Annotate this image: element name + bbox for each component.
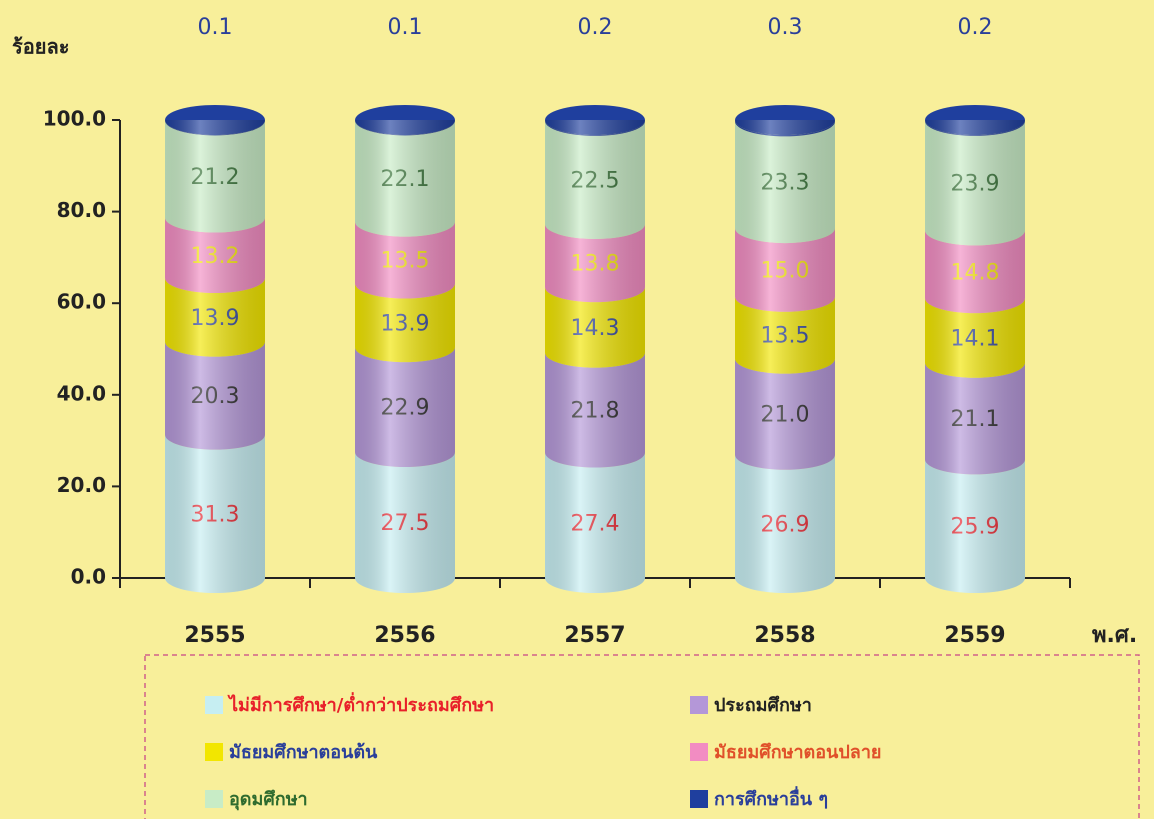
y-tick-label: 0.0 <box>71 565 106 589</box>
legend-label: มัธยมศึกษาตอนปลาย <box>714 742 881 763</box>
x-axis-label: พ.ศ. <box>1092 623 1137 648</box>
data-label: 0.3 <box>768 15 803 40</box>
legend-label: การศึกษาอื่น ๆ <box>714 786 828 810</box>
legend-swatch <box>205 696 223 714</box>
legend-swatch <box>690 790 708 808</box>
data-label: 0.2 <box>958 15 993 40</box>
x-tick-label: 2558 <box>754 623 815 648</box>
legend-label: อุดมศึกษา <box>229 789 308 811</box>
legend-swatch <box>690 696 708 714</box>
x-tick-label: 2555 <box>184 623 245 648</box>
x-tick-label: 2556 <box>374 623 435 648</box>
data-label: 0.1 <box>198 15 233 40</box>
cylinder-shade <box>925 120 1025 593</box>
y-tick-label: 20.0 <box>57 473 106 497</box>
y-axis-label: ร้อยละ <box>12 35 69 59</box>
cylinder-shade <box>355 120 455 593</box>
legend-swatch <box>690 743 708 761</box>
legend-label: ประถมศึกษา <box>714 695 812 716</box>
data-label: 0.1 <box>388 15 423 40</box>
data-label: 0.2 <box>578 15 613 40</box>
x-tick-label: 2559 <box>944 623 1005 648</box>
cylinder-shade <box>735 120 835 593</box>
y-tick-label: 100.0 <box>43 107 106 131</box>
cylinder-shade <box>545 120 645 593</box>
y-tick-label: 40.0 <box>57 381 106 405</box>
legend-box <box>144 654 1140 819</box>
legend-swatch <box>205 790 223 808</box>
y-tick-label: 60.0 <box>57 290 106 314</box>
legend-label: ไม่มีการศึกษา/ต่ำกว่าประถมศึกษา <box>227 692 494 716</box>
y-tick-label: 80.0 <box>57 198 106 222</box>
cylinder-shade <box>165 120 265 593</box>
x-tick-label: 2557 <box>564 623 625 648</box>
legend-swatch <box>205 743 223 761</box>
legend-label: มัธยมศึกษาตอนต้น <box>229 742 378 763</box>
